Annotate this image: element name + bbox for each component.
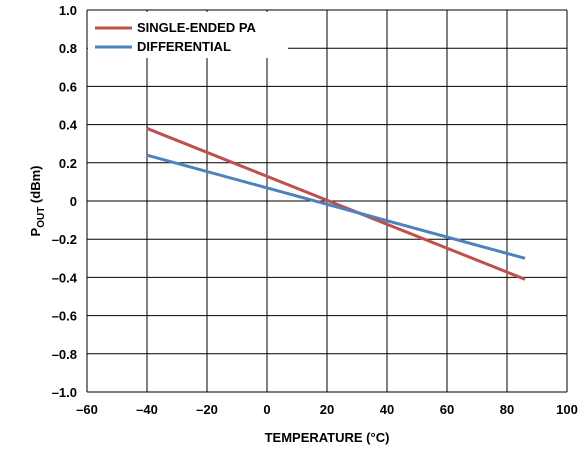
y-tick-label: 0.4 (59, 118, 78, 133)
y-tick-label: 0 (70, 194, 77, 209)
y-axis-ticks: 1.0 0.8 0.6 0.4 0.2 0 –0.2 –0.4 –0.6 –0.8 –1.0 (52, 3, 78, 400)
x-tick-label: –20 (196, 402, 218, 417)
x-tick-label: 0 (263, 402, 270, 417)
y-tick-label: 0.8 (59, 41, 77, 56)
x-tick-label: 60 (440, 402, 454, 417)
y-tick-label: –0.2 (52, 232, 77, 247)
series-lines (146, 127, 526, 281)
y-axis-title-unit: (dBm) (28, 166, 43, 207)
legend-background (88, 12, 288, 58)
y-tick-label: –0.6 (52, 309, 77, 324)
x-tick-label: 40 (380, 402, 394, 417)
x-tick-label: 100 (556, 402, 578, 417)
x-axis-title: TEMPERATURE (°C) (265, 430, 390, 445)
series-line-0 (146, 127, 526, 281)
x-axis-ticks: –60 –40 –20 0 20 40 60 80 100 (76, 402, 578, 417)
legend-label-single-ended-pa: SINGLE-ENDED PA (137, 20, 257, 35)
y-tick-label: –1.0 (52, 385, 77, 400)
y-tick-label: 1.0 (59, 3, 77, 18)
y-tick-label: –0.4 (52, 270, 78, 285)
y-tick-label: –0.8 (52, 347, 77, 362)
x-tick-label: 80 (500, 402, 514, 417)
y-axis-title-subscript: OUT (36, 207, 47, 228)
x-tick-label: –40 (136, 402, 158, 417)
x-tick-label: –60 (76, 402, 98, 417)
y-axis-title-main: P (28, 227, 43, 236)
legend: SINGLE-ENDED PA DIFFERENTIAL (88, 12, 288, 58)
x-tick-label: 20 (320, 402, 334, 417)
legend-label-differential: DIFFERENTIAL (137, 39, 231, 54)
y-tick-label: 0.6 (59, 79, 77, 94)
y-axis-title: POUT (dBm) (28, 166, 47, 237)
series-line-1 (146, 153, 526, 260)
y-tick-label: 0.2 (59, 156, 77, 171)
